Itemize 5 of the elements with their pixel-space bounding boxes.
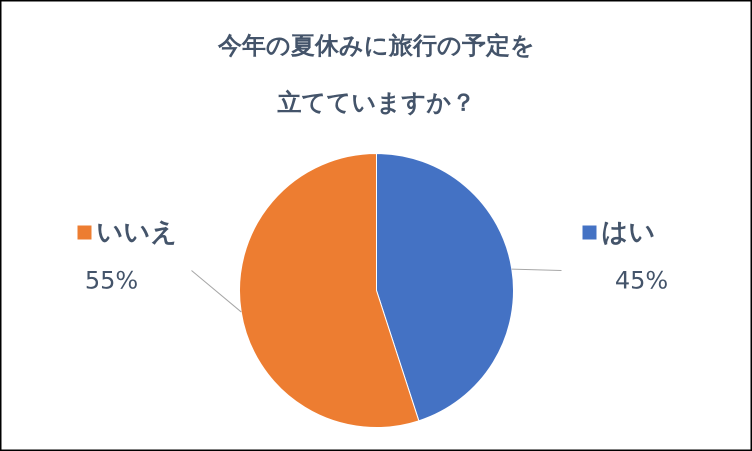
legend-label: いいえ (96, 218, 178, 248)
chart-title: 今年の夏休みに旅行の予定を立てていますか？ (218, 32, 535, 116)
legend-label: はい (602, 218, 656, 248)
data-label: 45% (614, 266, 668, 294)
data-label: 55% (84, 266, 138, 294)
